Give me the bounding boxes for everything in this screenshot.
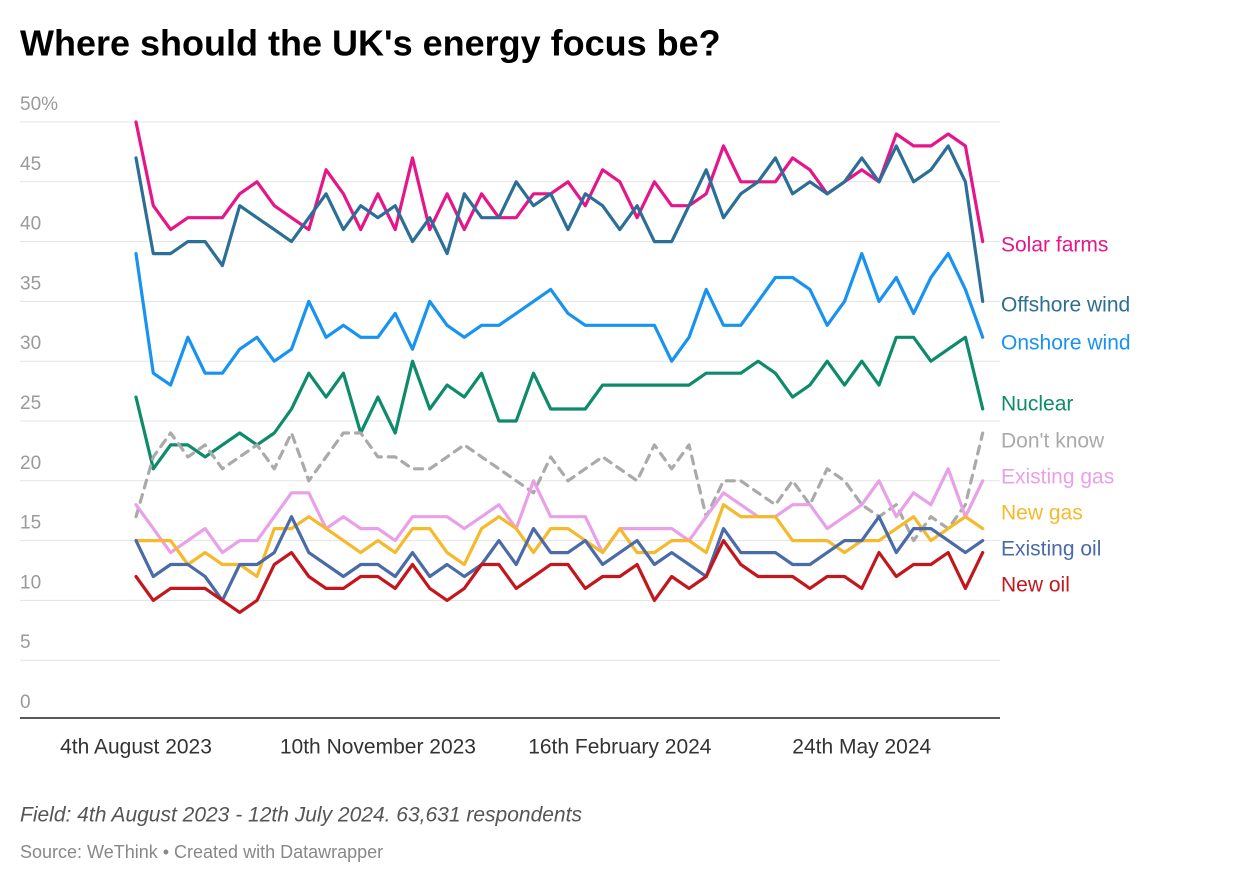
series-line xyxy=(134,144,985,303)
series-line xyxy=(134,467,985,555)
series-label: Existing gas xyxy=(1001,466,1114,489)
series-line xyxy=(134,335,985,471)
series-label: Don't know xyxy=(1001,430,1105,453)
series-label: Nuclear xyxy=(1001,393,1073,416)
y-tick-label: 45 xyxy=(20,154,41,175)
y-tick-label: 40 xyxy=(20,214,41,235)
y-tick-label: 30 xyxy=(20,333,41,354)
series-line xyxy=(134,515,985,602)
series-label: New oil xyxy=(1001,574,1070,597)
y-tick-label: 5 xyxy=(20,632,31,653)
series-line xyxy=(134,431,985,543)
y-tick-label: 0 xyxy=(20,692,31,713)
y-tick-label: 25 xyxy=(20,393,41,414)
source: Source: WeThink • Created with Datawrapp… xyxy=(20,842,383,862)
x-tick-label: 10th November 2023 xyxy=(280,736,476,759)
y-tick-label: 15 xyxy=(20,513,41,534)
y-tick-label: 35 xyxy=(20,273,41,294)
y-tick-label: 50% xyxy=(20,94,58,115)
y-tick-label: 20 xyxy=(20,453,41,474)
series-label: Solar farms xyxy=(1001,234,1108,257)
series-line xyxy=(134,252,985,387)
series-label: New gas xyxy=(1001,502,1083,525)
series-label: Offshore wind xyxy=(1001,294,1130,317)
x-tick-label: 4th August 2023 xyxy=(60,736,212,759)
series-label: Onshore wind xyxy=(1001,332,1131,355)
y-tick-label: 10 xyxy=(20,572,41,593)
x-tick-label: 24th May 2024 xyxy=(792,736,931,759)
series-line xyxy=(134,539,985,614)
x-tick-label: 16th February 2024 xyxy=(528,736,712,759)
series-label: Existing oil xyxy=(1001,538,1101,561)
chart-title: Where should the UK's energy focus be? xyxy=(20,23,721,64)
series-line xyxy=(134,503,985,579)
subtitle: Field: 4th August 2023 - 12th July 2024.… xyxy=(20,804,582,827)
